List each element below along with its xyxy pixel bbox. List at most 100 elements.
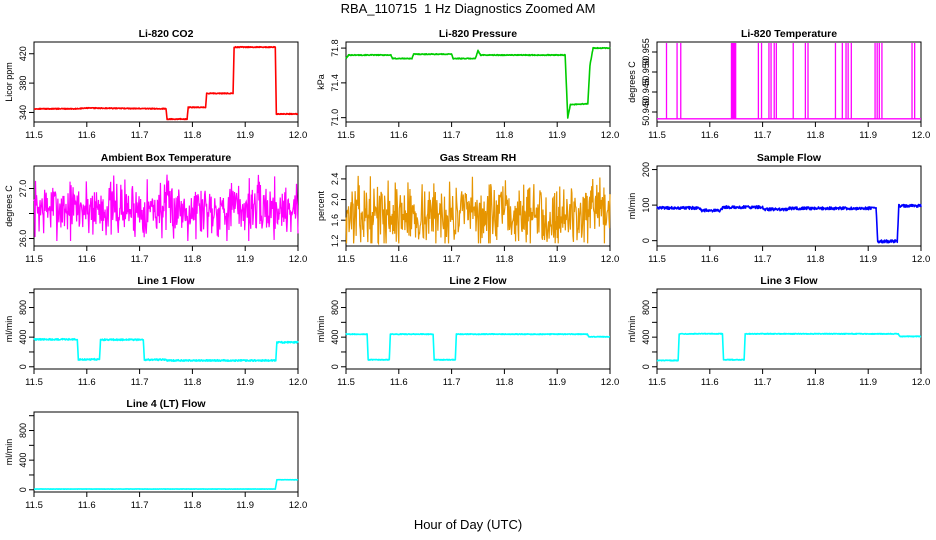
y-tick-label: 50.945 <box>641 78 651 106</box>
y-tick-label: 100 <box>641 198 651 213</box>
x-tick-label: 11.8 <box>496 254 514 265</box>
y-tick-label: 1.2 <box>330 235 340 248</box>
x-tick-label: 11.5 <box>337 130 355 141</box>
chart-panel-6: Sample Flow 11.5 11.6 11.7 11.8 11.9 12.0 0 100 2… <box>627 152 930 265</box>
y-tick-label: 71.0 <box>330 109 340 127</box>
chart-panel-9: Line 3 Flow 11.5 11.6 11.7 11.8 11.9 12.0 0 400 8… <box>627 275 930 388</box>
y-tick-label: 27.0 <box>18 180 28 198</box>
y-axis-label: Licor ppm <box>4 62 14 102</box>
y-tick-label: 50.955 <box>641 38 651 66</box>
x-tick-label: 11.9 <box>236 377 254 388</box>
page-title: RBA_110715 1 Hz Diagnostics Zoomed AM <box>340 1 596 16</box>
x-tick-label: 11.8 <box>184 254 202 265</box>
y-tick-label: 800 <box>18 300 28 315</box>
x-tick-label: 12.0 <box>601 130 620 141</box>
y-tick-label: 50.940 <box>641 98 651 126</box>
y-tick-label: 71.8 <box>330 39 340 57</box>
x-tick-label: 11.5 <box>25 254 43 265</box>
plot-frame <box>656 165 922 247</box>
chart-panel-8: Line 2 Flow 11.5 11.6 11.7 11.8 11.9 12.0 0 400 8… <box>316 275 619 388</box>
x-tick-label: 11.7 <box>443 130 461 141</box>
plot-frame <box>345 41 611 123</box>
series-line <box>33 337 299 363</box>
y-tick-label: 400 <box>18 330 28 345</box>
y-axis-label: kPa <box>316 74 326 90</box>
chart-title: Line 2 Flow <box>449 275 507 287</box>
x-tick-label: 12.0 <box>601 254 620 265</box>
series-line <box>345 333 611 361</box>
x-tick-label: 11.7 <box>131 377 149 388</box>
y-tick-label: 380 <box>18 76 28 91</box>
y-tick-label: 800 <box>330 300 340 315</box>
x-tick-label: 11.6 <box>78 130 96 141</box>
y-tick-label: 71.4 <box>330 74 340 92</box>
x-tick-label: 11.9 <box>859 254 877 265</box>
x-tick-label: 11.8 <box>184 130 202 141</box>
series-line <box>33 174 299 242</box>
x-tick-label: 11.6 <box>390 130 408 141</box>
x-tick-label: 11.6 <box>390 377 408 388</box>
plot-frame <box>33 411 299 493</box>
x-tick-label: 11.7 <box>131 130 149 141</box>
y-tick-label: 800 <box>18 423 28 438</box>
chart-title: Li-820 Temperature <box>741 28 837 40</box>
chart-panel-3: Li-820 Temperature 11.5 11.6 11.7 11.8 11.9 12… <box>627 28 930 141</box>
x-tick-label: 11.9 <box>236 500 254 511</box>
x-tick-label: 11.9 <box>859 377 877 388</box>
x-tick-label: 11.5 <box>25 500 43 511</box>
x-tick-label: 11.9 <box>548 377 566 388</box>
x-tick-label: 11.5 <box>337 377 355 388</box>
x-tick-label: 11.6 <box>78 377 96 388</box>
x-tick-label: 11.9 <box>236 254 254 265</box>
y-tick-label: 200 <box>641 162 651 177</box>
x-tick-label: 12.0 <box>289 130 308 141</box>
y-axis-label: ml/min <box>316 316 326 343</box>
y-tick-label: 420 <box>18 46 28 61</box>
x-tick-label: 11.6 <box>701 254 719 265</box>
x-tick-label: 11.8 <box>807 130 825 141</box>
x-tick-label: 12.0 <box>289 254 308 265</box>
y-axis-label: ml/min <box>627 193 637 220</box>
chart-panel-10: Line 4 (LT) Flow 11.5 11.6 11.7 11.8 11.9 12.0… <box>4 398 307 511</box>
chart-title: Line 4 (LT) Flow <box>126 398 206 410</box>
x-tick-label: 11.7 <box>131 254 149 265</box>
chart-title: Line 3 Flow <box>760 275 818 287</box>
y-axis-label: degrees C <box>627 61 637 103</box>
x-tick-label: 11.5 <box>25 377 43 388</box>
chart-panel-2: Li-820 Pressure 11.5 11.6 11.7 11.8 11.9 12.0 7… <box>316 28 619 141</box>
y-axis-label: ml/min <box>4 316 14 343</box>
y-tick-label: 400 <box>330 330 340 345</box>
x-tick-label: 11.9 <box>548 130 566 141</box>
chart-title: Li-820 CO2 <box>139 28 194 40</box>
x-tick-label: 11.8 <box>184 500 202 511</box>
x-tick-label: 11.8 <box>496 130 514 141</box>
x-tick-label: 12.0 <box>912 254 931 265</box>
y-axis-label: degrees C <box>4 185 14 227</box>
plot-frame <box>33 41 299 123</box>
plot-frame <box>656 288 922 370</box>
series-line <box>345 175 611 246</box>
x-tick-label: 11.5 <box>648 130 666 141</box>
x-tick-label: 12.0 <box>601 377 620 388</box>
chart-title: Gas Stream RH <box>440 152 516 164</box>
x-tick-label: 11.9 <box>548 254 566 265</box>
y-tick-label: 26.0 <box>18 230 28 248</box>
x-tick-label: 11.8 <box>807 254 825 265</box>
y-tick-label: 50.950 <box>641 58 651 86</box>
y-tick-label: 2.4 <box>330 173 340 186</box>
chart-title: Ambient Box Temperature <box>101 152 232 164</box>
x-tick-label: 11.7 <box>131 500 149 511</box>
x-tick-label: 11.5 <box>25 130 43 141</box>
y-tick-label: 800 <box>641 300 651 315</box>
series-line <box>33 478 299 490</box>
y-tick-label: 0 <box>641 238 651 243</box>
y-axis-label: percent <box>316 190 326 221</box>
x-tick-label: 11.5 <box>337 254 355 265</box>
x-tick-label: 11.7 <box>754 377 772 388</box>
x-tick-label: 11.5 <box>648 254 666 265</box>
x-tick-label: 11.6 <box>78 254 96 265</box>
series-line <box>33 45 299 121</box>
series-line <box>345 46 611 119</box>
y-axis-label: ml/min <box>627 316 637 343</box>
y-tick-label: 0 <box>18 487 28 492</box>
